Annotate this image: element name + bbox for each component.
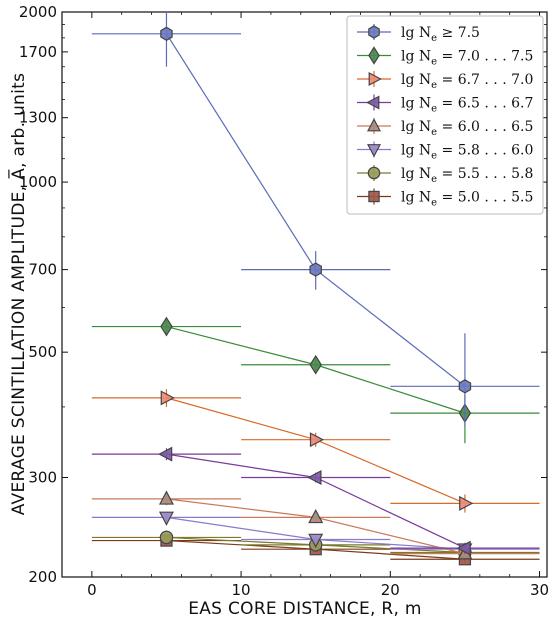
legend-box [346, 15, 544, 215]
y-tick-label: 1000 [19, 173, 57, 191]
data-point [159, 530, 174, 545]
legend-item: lg Ne = 6.7 . . . 7.0 [357, 71, 533, 91]
data-point [309, 432, 325, 448]
series-1 [91, 12, 540, 427]
legend-item: lg Ne = 6.0 . . . 6.5 [357, 118, 533, 138]
legend-label: lg Ne ≥ 7.5 [401, 25, 480, 44]
data-point [309, 262, 322, 277]
y-tick-label: 200 [28, 568, 57, 586]
data-point [456, 540, 471, 556]
legend-label: lg Ne = 5.5 . . . 5.8 [401, 166, 533, 185]
data-point [458, 379, 472, 394]
legend-marker [367, 144, 381, 158]
plot-frame [61, 11, 548, 578]
legend-marker [367, 118, 381, 132]
legend-marker [368, 190, 380, 203]
legend-label: lg Ne = 5.0 . . . 5.5 [401, 190, 533, 209]
data-point [160, 26, 173, 41]
legend-item: lg Ne = 6.5 . . . 6.7 [357, 94, 533, 115]
series-layer [91, 12, 540, 566]
legend-item: lg Ne ≥ 7.5 [357, 24, 480, 44]
x-tick-label: 20 [381, 581, 400, 599]
data-point [158, 446, 173, 462]
x-tick-label: 10 [232, 581, 251, 599]
legend-marker [368, 25, 380, 39]
x-tick-label: 0 [87, 581, 97, 599]
data-point [459, 495, 474, 511]
y-tick-label: 1700 [19, 43, 57, 61]
series-2 [91, 316, 540, 444]
series-3 [91, 389, 540, 513]
legend-label: lg Ne = 6.5 . . . 6.7 [401, 96, 533, 115]
legend-marker [366, 95, 380, 110]
data-point [307, 470, 322, 486]
data-point [158, 511, 174, 526]
legend-marker [367, 166, 381, 180]
y-tick-label: 700 [28, 261, 57, 279]
data-point [160, 316, 173, 337]
data-point [160, 390, 175, 406]
data-point [158, 490, 174, 505]
y-tick-label: 1300 [19, 109, 57, 127]
legend-label: lg Ne = 6.0 . . . 6.5 [401, 119, 533, 138]
y-tick-label: 500 [28, 343, 57, 361]
legend-label: lg Ne = 6.7 . . . 7.0 [401, 72, 533, 91]
series-4 [91, 446, 540, 556]
data-point [309, 354, 322, 375]
legend-item: lg Ne = 5.8 . . . 6.0 [357, 141, 533, 162]
x-axis-label: EAS CORE DISTANCE, R, m [188, 599, 422, 619]
y-axis-label: AVERAGE SCINTILLATION AMPLITUDE, A̅, arb… [7, 73, 29, 516]
legend-item: lg Ne = 7.0 . . . 7.5 [357, 46, 533, 68]
y-tick-label: 2000 [19, 3, 57, 21]
x-tick-label: 30 [530, 581, 549, 599]
legend-item: lg Ne = 5.5 . . . 5.8 [357, 165, 533, 185]
legend-label: lg Ne = 5.8 . . . 6.0 [401, 143, 533, 162]
data-point [308, 533, 324, 548]
data-point [308, 508, 324, 524]
legend-marker [368, 46, 380, 65]
y-tick-label: 300 [28, 469, 57, 487]
legend: lg Ne ≥ 7.5 lg Ne = 7.0 . . . 7.5 lg Ne = … [346, 15, 544, 215]
legend-marker [368, 72, 382, 86]
legend-label: lg Ne = 7.0 . . . 7.5 [401, 49, 533, 68]
axis-ticks: 0 10 20 30 200 300 500 700 1000 1300 1700 2000 [19, 3, 549, 599]
legend-item: lg Ne = 5.0 . . . 5.5 [357, 188, 533, 209]
